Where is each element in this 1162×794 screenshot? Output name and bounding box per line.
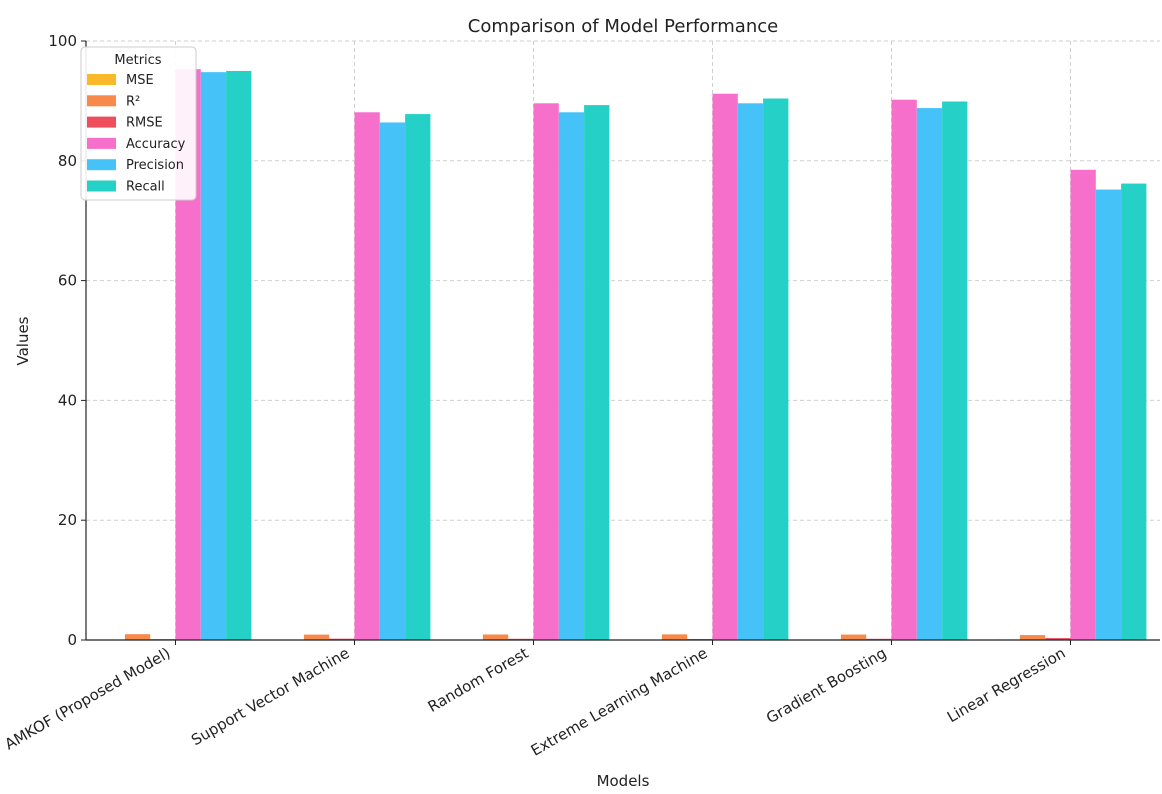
- x-tick-label: Linear Regression: [944, 644, 1069, 726]
- y-tick-label: 20: [58, 511, 77, 529]
- y-tick-label: 40: [58, 391, 77, 409]
- bar: [1096, 190, 1121, 640]
- legend-swatch: [87, 117, 116, 128]
- y-tick-label: 0: [67, 631, 77, 649]
- legend-label: Accuracy: [126, 137, 186, 152]
- legend-label: Recall: [126, 180, 165, 195]
- bar: [841, 635, 866, 640]
- bar: [738, 103, 763, 640]
- bar: [559, 112, 584, 640]
- legend-swatch: [87, 159, 116, 170]
- legend-swatch: [87, 74, 116, 85]
- bar: [405, 114, 430, 640]
- legend-label: RMSE: [126, 116, 163, 131]
- bar: [380, 122, 405, 640]
- x-tick-label: Random Forest: [425, 644, 532, 716]
- legend-swatch: [87, 138, 116, 149]
- bar: [483, 634, 508, 640]
- x-tick-label: Gradient Boosting: [763, 644, 889, 727]
- bar: [917, 108, 942, 640]
- y-tick-label: 100: [48, 32, 77, 50]
- legend-label: R²: [126, 94, 140, 109]
- bars: [100, 69, 1147, 640]
- x-tick-label: Support Vector Machine: [188, 644, 352, 749]
- y-tick-label: 60: [58, 272, 77, 290]
- bar: [584, 105, 609, 640]
- legend-label: MSE: [126, 73, 154, 88]
- bar: [713, 94, 738, 640]
- legend-label: Precision: [126, 158, 184, 173]
- bar: [1071, 170, 1096, 640]
- bar: [892, 100, 917, 640]
- bar: [355, 112, 380, 640]
- bar: [534, 103, 559, 640]
- x-tick-label: Extreme Learning Machine: [528, 644, 711, 760]
- legend-swatch: [87, 95, 116, 106]
- bar: [201, 72, 226, 640]
- y-axis-label: Values: [14, 316, 32, 365]
- legend: Metrics MSE R² RMSE Accuracy Precision Recall: [81, 47, 196, 200]
- legend-title: Metrics: [114, 53, 161, 68]
- chart-title: Comparison of Model Performance: [468, 16, 778, 37]
- bar: [125, 634, 150, 640]
- bar: [1020, 635, 1045, 640]
- bar: [942, 101, 967, 640]
- bar: [763, 99, 788, 640]
- bar: [662, 634, 687, 640]
- bar: [1121, 184, 1146, 640]
- legend-swatch: [87, 181, 116, 192]
- bar: [304, 635, 329, 640]
- bar: [226, 71, 251, 640]
- y-tick-label: 80: [58, 152, 77, 170]
- x-tick-label: AMKOF (Proposed Model): [2, 644, 174, 754]
- x-axis-label: Models: [597, 772, 650, 790]
